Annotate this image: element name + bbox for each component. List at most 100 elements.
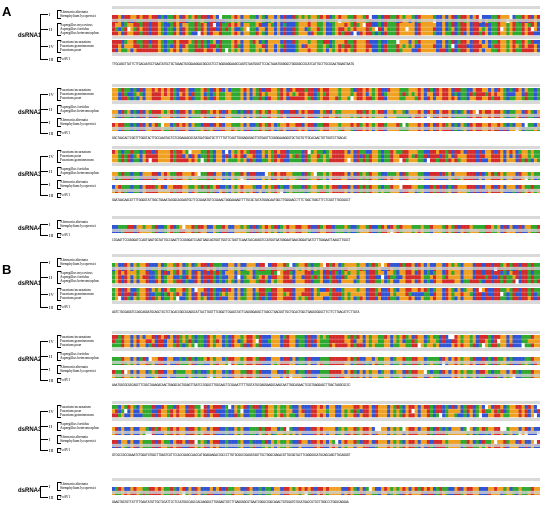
clade-bracket-bottom — [57, 162, 61, 164]
clade-bracket-top — [57, 405, 61, 406]
tree-branch — [40, 486, 48, 488]
consensus-bar — [112, 216, 540, 219]
clade-bracket-bottom — [57, 187, 61, 189]
alignment-color-blocks — [112, 335, 541, 348]
clade-numeral: IV — [49, 153, 54, 159]
consensus-bar — [112, 114, 540, 117]
species-label: Aspergillus heteromorphus — [60, 426, 99, 431]
clade-bracket-bottom — [57, 52, 61, 54]
clade-bracket-top — [57, 167, 61, 169]
alignment-color-blocks — [112, 271, 541, 284]
consensus-bar — [112, 401, 540, 404]
consensus-bar — [112, 254, 540, 257]
tree-branch — [40, 380, 48, 381]
alignment-color-blocks — [112, 88, 541, 101]
sequence-text: TTGCAGGTTATTCTTGACAATGCTGAATATGCTGCTAAAG… — [112, 62, 354, 67]
clade-bracket-bottom — [57, 451, 61, 453]
alignment-rows — [112, 405, 541, 423]
clade-bracket — [57, 118, 58, 126]
clade-bracket-top — [57, 105, 61, 107]
tree-trunk — [40, 411, 41, 450]
tree-branch — [40, 29, 48, 31]
clade-bracket-bottom — [57, 35, 61, 36]
clade-numeral: IV — [49, 408, 54, 414]
clade-numeral: IV — [49, 43, 54, 49]
tree-trunk — [40, 341, 41, 380]
clade-bracket-top — [57, 270, 61, 272]
clade-bracket-top — [57, 192, 61, 194]
clade-bracket-top — [57, 305, 61, 307]
clade-numeral: III — [49, 494, 54, 500]
species-label: Fusarium poae — [60, 96, 82, 101]
species-label: Aspergillus foetidus — [60, 27, 89, 32]
alignment-color-blocks — [112, 40, 541, 53]
tree-branch — [40, 426, 48, 428]
tree-branch — [40, 294, 48, 296]
species-label: Stemphylium lycopersici — [60, 262, 97, 267]
clade-bracket — [57, 305, 58, 309]
group-label: dsRNA2 — [18, 110, 42, 117]
species-label: Aspergillus heteromorphus — [60, 171, 99, 176]
clade-bracket-bottom — [57, 372, 61, 374]
clade-bracket — [57, 405, 58, 418]
clade-numeral: I — [49, 11, 51, 17]
clade-bracket-top — [57, 352, 61, 354]
species-label: Stemphylium lycopersici — [60, 14, 97, 19]
consensus-bar — [112, 284, 540, 287]
species-label: Fusarium graminearum — [60, 413, 94, 418]
consensus-bar — [112, 228, 540, 232]
clade-bracket-bottom — [57, 381, 61, 383]
virus-label: FoAV1 — [60, 130, 71, 135]
clade-bracket-top — [57, 288, 61, 289]
tree-branch — [40, 133, 48, 134]
consensus-bar — [112, 301, 540, 305]
consensus-bar — [112, 101, 540, 105]
clade-bracket-bottom — [57, 265, 61, 267]
alignment-color-blocks — [112, 23, 541, 36]
clade-bracket-bottom — [57, 489, 61, 491]
tree-branch — [40, 277, 48, 279]
clade-bracket-bottom — [57, 175, 61, 176]
clade-bracket-top — [57, 232, 61, 234]
alignment-color-blocks — [112, 288, 541, 301]
species-label: Stemphylium lycopersici — [60, 369, 97, 374]
virus-label: FoAV1 — [60, 57, 71, 62]
panel-label: A — [2, 4, 12, 19]
clade-bracket — [57, 192, 58, 197]
clade-bracket — [57, 482, 58, 490]
consensus-bar — [112, 36, 540, 39]
clade-numeral: I — [49, 366, 51, 372]
virus-label: FoAV1 — [60, 232, 71, 237]
clade-numeral: II — [49, 26, 52, 32]
clade-bracket-top — [57, 335, 61, 336]
clade-numeral: II — [49, 353, 52, 359]
tree-branch — [40, 122, 48, 124]
consensus-bar — [112, 443, 540, 447]
alignment-rows — [112, 150, 541, 168]
tree-branch — [40, 171, 48, 173]
virus-label: FoAV1 — [60, 377, 71, 382]
clade-bracket-bottom — [57, 442, 61, 444]
species-label: Fusarium incarnatum — [60, 40, 91, 44]
clade-bracket — [57, 105, 58, 113]
clade-numeral: I — [49, 436, 51, 442]
clade-bracket-bottom — [57, 113, 61, 114]
clade-bracket-bottom — [57, 283, 61, 284]
species-label: Alternaria alternata — [60, 258, 88, 262]
tree-branch — [40, 439, 48, 441]
tree-branch — [40, 450, 48, 451]
consensus-bar — [112, 418, 540, 422]
clade-bracket — [57, 258, 58, 266]
species-label: Alternaria alternata — [60, 118, 88, 122]
tree-branch — [40, 94, 48, 96]
consensus-bar — [112, 348, 540, 352]
species-label: Fusarium poae — [60, 409, 82, 414]
tree-branch — [40, 356, 48, 358]
tree-trunk — [40, 94, 41, 133]
virus-label: FoAV1 — [60, 447, 71, 452]
tree-branch — [40, 46, 48, 48]
clade-bracket — [57, 150, 58, 163]
clade-bracket-top — [57, 130, 61, 132]
clade-bracket — [57, 447, 58, 452]
sequence-text: GAAGTGGTGTTATTTTGAATATGTTGCTGCATTCCTCCAT… — [112, 499, 349, 504]
